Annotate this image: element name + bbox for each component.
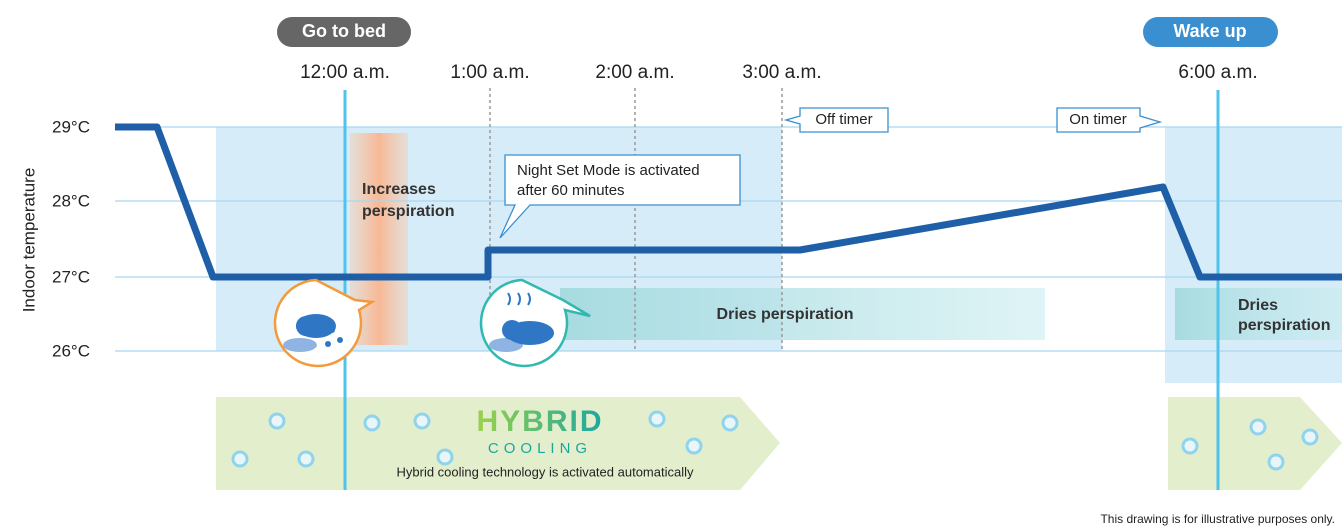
time-label: 3:00 a.m. [742, 62, 821, 83]
hybrid-arrow [1168, 397, 1342, 490]
wake-label: Wake up [1173, 21, 1246, 41]
hybrid-arrow [216, 397, 780, 490]
night-set: after 60 minutes [517, 182, 625, 199]
on-timer: On timer [1069, 111, 1127, 128]
bed-label: Go to bed [302, 21, 386, 41]
increases-label: Increases [362, 181, 436, 198]
hybrid-caption: Hybrid cooling technology is activated a… [397, 464, 694, 479]
y-tick-label: 28°C [52, 191, 90, 210]
bubbles [231, 410, 1319, 471]
dries-label: Dries perspiration [717, 306, 854, 323]
footnote: This drawing is for illustrative purpose… [1100, 512, 1335, 526]
on-timer-callout [1056, 107, 1163, 133]
off-timer-callout [783, 107, 889, 133]
bed-pill [277, 17, 411, 47]
increases-label: perspiration [362, 203, 454, 220]
time-label: 2:00 a.m. [595, 62, 674, 83]
dries-bar [1175, 288, 1342, 340]
night-set-callout [499, 154, 741, 239]
y-tick-label: 29°C [52, 117, 90, 136]
y-axis-label: Indoor temperature [19, 168, 38, 313]
dries-label: perspiration [1238, 317, 1330, 334]
wake-pill [1143, 17, 1278, 47]
time-label: 12:00 a.m. [300, 62, 390, 83]
time-label: 6:00 a.m. [1178, 62, 1257, 83]
time-label: 1:00 a.m. [450, 62, 529, 83]
dry-icon [479, 278, 591, 368]
y-tick-label: 27°C [52, 267, 90, 286]
dries-bar [560, 288, 1045, 340]
hybrid-logo: COOLING [488, 440, 592, 457]
hybrid-logo: HYBRID [476, 405, 603, 438]
dries-label: Dries [1238, 297, 1278, 314]
temperature-line [115, 123, 1342, 281]
sweat-icon [273, 278, 376, 368]
y-tick-label: 26°C [52, 341, 90, 360]
night-set: Night Set Mode is activated [517, 162, 700, 179]
off-timer: Off timer [815, 111, 872, 128]
